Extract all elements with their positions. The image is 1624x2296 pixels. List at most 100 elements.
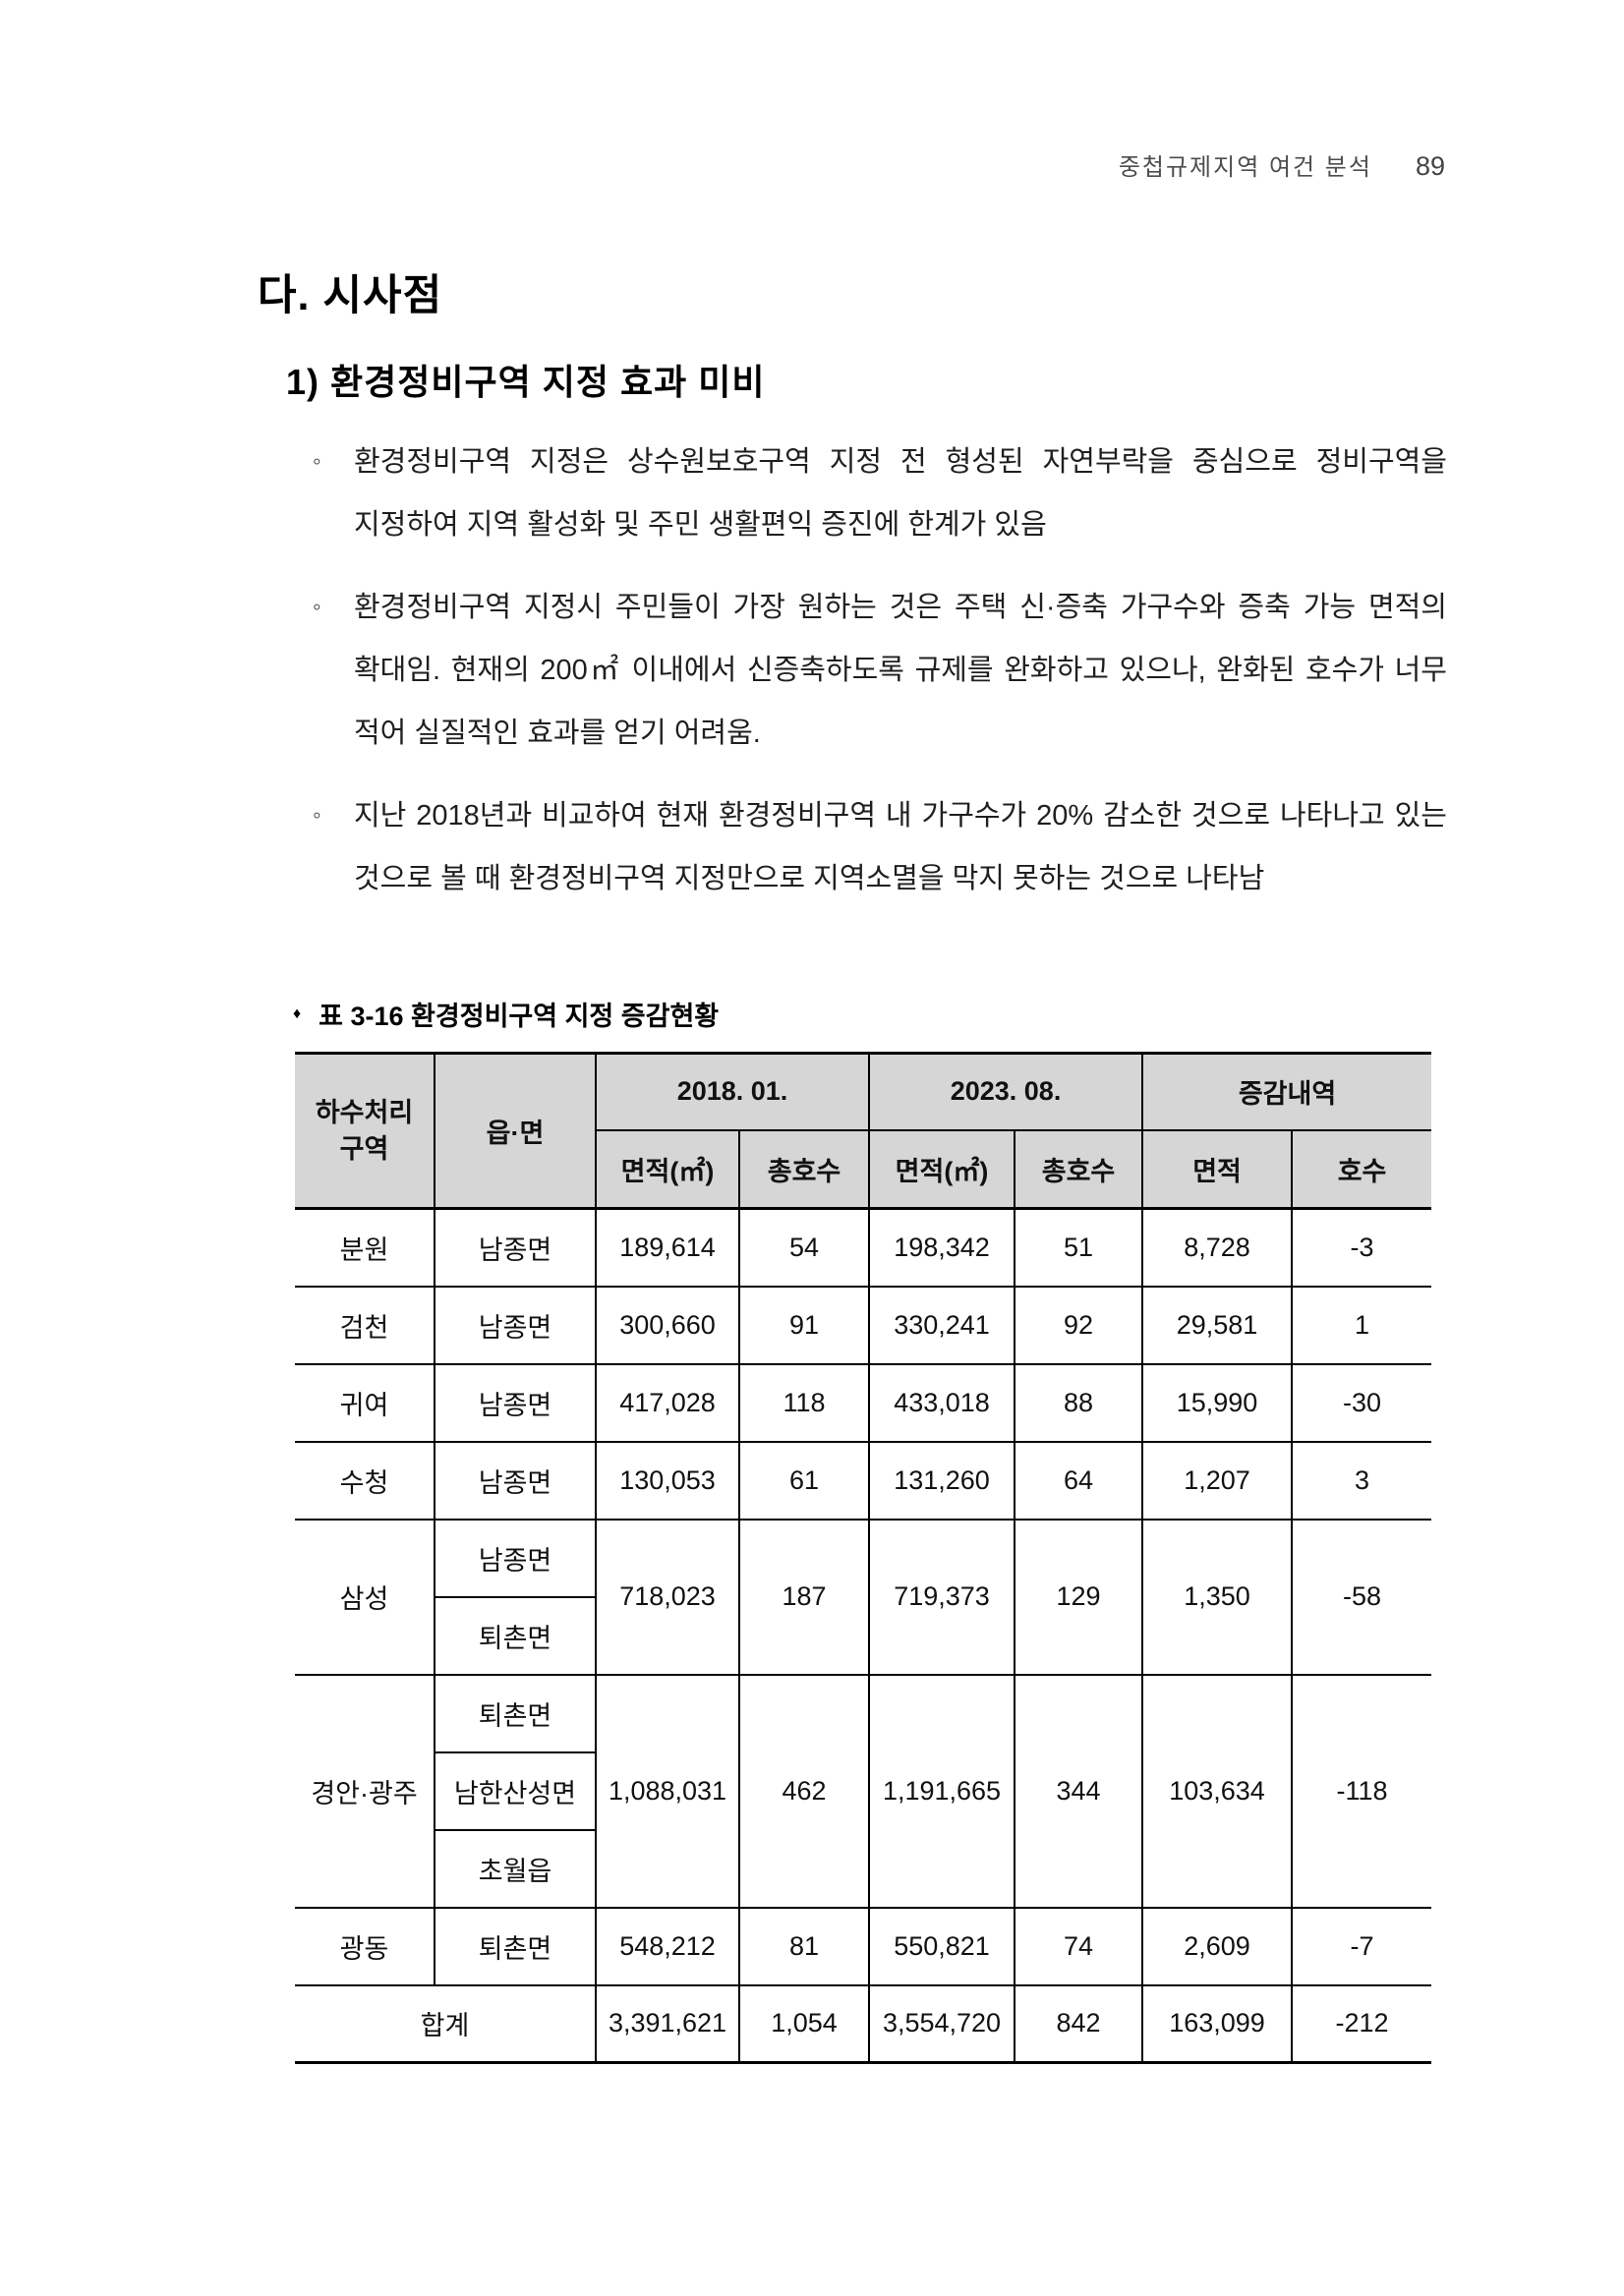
cell-district: 귀여 [295,1362,435,1443]
header-area-change: 면적 [1141,1128,1294,1210]
cell-area-2018: 1,088,031 [595,1673,740,1909]
cell-households-change: 1 [1291,1285,1432,1365]
cell-total-area-2018: 3,391,621 [595,1983,740,2064]
cell-households-2018: 91 [737,1285,871,1365]
bullet-text: 환경정비구역 지정은 상수원보호구역 지정 전 형성된 자연부락을 중심으로 정… [354,446,1447,541]
header-households-change: 호수 [1291,1128,1432,1210]
cell-district: 삼성 [295,1518,435,1676]
bullet-item: ◦ 환경정비구역 지정시 주민들이 가장 원하는 것은 주택 신·증축 가구수와… [313,576,1447,765]
cell-eupmyeon: 남종면 [434,1518,597,1598]
cell-area-change: 103,634 [1141,1673,1294,1909]
table-row-gyeongan-gwangju-sub: 남한산성면 [295,1751,1431,1831]
table-row-gyeongan-gwangju: 경안·광주 퇴촌면 1,088,031 462 1,191,665 344 10… [295,1673,1432,1909]
bullet-circle-icon: ◦ [313,802,321,829]
table-row-total: 합계 3,391,621 1,054 3,554,720 842 163,099… [295,1983,1432,2064]
cell-households-2018: 81 [737,1906,871,1986]
table-row-sucheong: 수청 남종면 130,053 61 131,260 64 1,207 3 [295,1440,1432,1521]
cell-total-area-2023: 3,554,720 [868,1983,1016,2064]
cell-total-households-2018: 1,054 [737,1983,871,2064]
subsection-heading: 1) 환경정비구역 지정 효과 미비 [286,362,766,402]
cell-households-2018: 118 [737,1362,871,1443]
cell-total-households-change: -212 [1291,1983,1432,2064]
cell-area-change: 2,609 [1141,1906,1294,1986]
cell-district: 광동 [295,1906,435,1986]
table-caption-text: 표 3-16 환경정비구역 지정 증감현황 [319,1002,720,1031]
cell-area-2023: 330,241 [868,1285,1016,1365]
cell-eupmyeon: 퇴촌면 [434,1673,597,1753]
bullet-circle-icon: ◦ [313,448,321,475]
table-row-gyeongan-gwangju-sub: 초월읍 [295,1828,1431,1909]
cell-households-2023: 51 [1014,1207,1144,1288]
header-district: 하수처리 구역 [295,1052,435,1210]
cell-households-change: -118 [1291,1673,1432,1909]
cell-households-2018: 61 [737,1440,871,1521]
cell-area-2023: 198,342 [868,1207,1016,1288]
cell-district: 검천 [295,1285,435,1365]
cell-households-2023: 129 [1014,1518,1144,1676]
table-row-geomcheon: 검천 남종면 300,660 91 330,241 92 29,581 1 [295,1285,1432,1365]
cell-households-2023: 74 [1014,1906,1144,1986]
cell-households-2018: 54 [737,1207,871,1288]
cell-eupmyeon: 남한산성면 [434,1751,597,1831]
cell-eupmyeon: 초월읍 [434,1828,597,1909]
cell-area-change: 15,990 [1141,1362,1294,1443]
cell-total-label: 합계 [295,1983,597,2064]
cell-eupmyeon: 남종면 [434,1362,597,1443]
cell-area-change: 1,350 [1141,1518,1294,1676]
cell-eupmyeon: 퇴촌면 [434,1595,597,1676]
table-row-bunwon: 분원 남종면 189,614 54 198,342 51 8,728 -3 [295,1207,1432,1288]
cell-area-change: 29,581 [1141,1285,1294,1365]
cell-area-2018: 300,660 [595,1285,740,1365]
cell-total-area-change: 163,099 [1141,1983,1294,2064]
cell-area-2023: 719,373 [868,1518,1016,1676]
cell-households-change: -30 [1291,1362,1432,1443]
diamond-icon: ♦ [293,1004,302,1022]
cell-area-2023: 433,018 [868,1362,1016,1443]
header-group-2023: 2023. 08. [868,1052,1144,1131]
cell-area-2018: 189,614 [595,1207,740,1288]
cell-households-change: -7 [1291,1906,1432,1986]
cell-area-2018: 130,053 [595,1440,740,1521]
cell-area-change: 1,207 [1141,1440,1294,1521]
bullet-circle-icon: ◦ [313,594,321,620]
cell-area-2023: 550,821 [868,1906,1016,1986]
cell-area-2018: 417,028 [595,1362,740,1443]
section-heading: 다. 시사점 [258,272,443,319]
cell-eupmyeon: 퇴촌면 [434,1906,597,1986]
cell-eupmyeon: 남종면 [434,1440,597,1521]
bullet-item: ◦ 지난 2018년과 비교하여 현재 환경정비구역 내 가구수가 20% 감소… [313,784,1447,910]
bullet-text: 지난 2018년과 비교하여 현재 환경정비구역 내 가구수가 20% 감소한 … [354,800,1447,894]
header-eupmyeon: 읍·면 [434,1052,597,1210]
cell-households-2023: 92 [1014,1285,1144,1365]
cell-households-change: -58 [1291,1518,1432,1676]
cell-area-2023: 131,260 [868,1440,1016,1521]
header-area-2023: 면적(㎡) [868,1128,1016,1210]
cell-district: 수청 [295,1440,435,1521]
bullet-text: 환경정비구역 지정시 주민들이 가장 원하는 것은 주택 신·증축 가구수와 증… [354,592,1447,749]
table-caption: ♦ 표 3-16 환경정비구역 지정 증감현황 [293,995,719,1033]
page-header: 중첩규제지역 여건 분석 89 [1119,147,1445,182]
cell-district: 분원 [295,1207,435,1288]
cell-households-2023: 344 [1014,1673,1144,1909]
header-group-change: 증감내역 [1141,1052,1432,1131]
bullet-item: ◦ 환경정비구역 지정은 상수원보호구역 지정 전 형성된 자연부락을 중심으로… [313,430,1447,556]
table-row-gwangdong: 광동 퇴촌면 548,212 81 550,821 74 2,609 -7 [295,1906,1432,1986]
header-households-2018: 총호수 [737,1128,871,1210]
cell-households-2023: 88 [1014,1362,1144,1443]
cell-eupmyeon: 남종면 [434,1207,597,1288]
bullet-list: ◦ 환경정비구역 지정은 상수원보호구역 지정 전 형성된 자연부락을 중심으로… [313,430,1447,930]
page-number: 89 [1415,151,1445,181]
cell-area-2018: 548,212 [595,1906,740,1986]
cell-area-2023: 1,191,665 [868,1673,1016,1909]
table-row-samseong-sub: 퇴촌면 [295,1595,1431,1676]
cell-households-change: -3 [1291,1207,1432,1288]
cell-households-2023: 64 [1014,1440,1144,1521]
cell-total-households-2023: 842 [1014,1983,1144,2064]
header-area-2018: 면적(㎡) [595,1128,740,1210]
cell-households-2018: 187 [737,1518,871,1676]
sewage-district-table: 하수처리 구역 읍·면 2018. 01. 2023. 08. 증감내역 면적(… [295,1052,1432,2064]
cell-households-2018: 462 [737,1673,871,1909]
running-title: 중첩규제지역 여건 분석 [1118,154,1372,181]
cell-area-2018: 718,023 [595,1518,740,1676]
